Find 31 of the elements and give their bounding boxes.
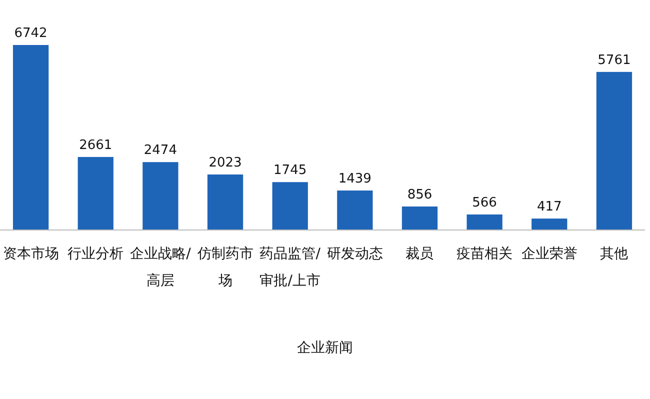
x-axis-title: 企业新闻 [297,340,353,356]
bar [466,214,502,230]
data-label: 856 [407,188,432,203]
x-tick-label: 研发动态 [326,246,383,262]
x-tick-label: 仿制药市场 [196,246,254,289]
data-label: 2023 [208,155,242,170]
x-tick-label: 药品监管/审批/上市 [260,246,321,289]
data-label: 6742 [14,26,48,41]
bar [337,190,373,230]
bar [12,45,49,230]
x-tick-label: 企业战略/高层 [130,246,192,289]
data-label: 417 [536,200,562,215]
bar [402,206,438,230]
bar [532,218,568,230]
data-label: 1745 [274,163,307,178]
data-label: 1439 [338,172,372,187]
data-label: 5761 [598,52,631,68]
bar [207,174,244,230]
x-tick-label: 行业分析 [68,246,124,262]
data-label: 566 [472,195,497,210]
x-tick-label: 资本市场 [2,246,59,262]
data-label: 2474 [144,143,177,158]
bar [78,156,114,230]
bar [272,182,308,230]
bar [596,72,632,230]
x-tick-label: 其他 [600,246,628,262]
x-tick-label: 企业荣誉 [521,246,578,262]
x-tick-label: 疫苗相关 [456,246,513,262]
x-tick-label: 裁员 [406,246,434,262]
bar [142,162,178,230]
data-label: 2661 [79,138,112,153]
